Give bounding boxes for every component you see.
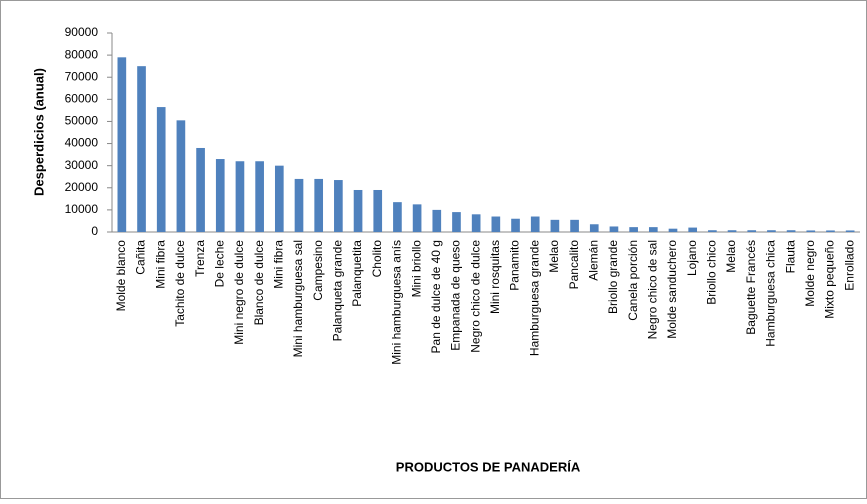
bar [629,227,638,232]
x-tick-label: Blanco de dulce [252,240,266,326]
bar [708,230,717,232]
x-tick-label: Enrollado [842,240,856,291]
x-tick-label: Mini briollo [409,240,423,298]
bar [373,189,383,232]
bar [452,212,461,232]
bar [786,230,796,232]
x-tick-label: Flauta [783,240,797,274]
bar [294,178,304,232]
y-tick-label: 70000 [65,69,99,83]
bar [609,226,619,232]
bar [176,120,186,232]
x-tick-label: Molde negro [803,240,817,307]
bar [550,219,560,232]
x-tick-label: Mini hamburguesa sal [291,240,305,357]
y-tick-label: 90000 [65,25,99,39]
x-tick-label: Lojano [685,240,699,276]
x-tick-label: Negro chico de sal [645,240,659,339]
x-axis-title: PRODUCTOS DE PANADERÍA [396,459,581,474]
y-tick-label: 50000 [65,114,99,128]
bar [215,159,225,232]
bar [767,230,776,232]
x-tick-label: Empanada de queso [449,240,463,351]
bar [806,230,816,232]
x-tick-label: Hamburguesa grande [527,240,541,356]
x-tick-label: Mini rosquitas [488,240,502,314]
bar [196,147,205,232]
x-tick-label: Campesino [311,240,325,301]
bar [668,228,678,232]
x-tick-label: Molde sanduchero [665,240,679,339]
x-tick-label: Briollo chico [705,240,719,305]
y-tick-label: 10000 [65,202,99,216]
x-tick-label: Alemán [586,240,600,281]
bar [471,214,481,232]
x-tick-label: Cañita [134,240,148,275]
bar [353,189,363,232]
x-tick-label: Tachito de dulce [173,240,187,327]
x-tick-label: Molde blanco [114,240,128,312]
bar [156,107,166,232]
y-tick-label: 80000 [65,47,99,61]
bar [648,227,658,232]
bar [530,216,540,232]
y-tick-label: 40000 [65,136,99,150]
x-tick-label: De leche [212,240,226,288]
y-tick-label: 60000 [65,92,99,106]
bar [117,57,127,233]
bar [334,180,343,232]
x-tick-label: Panamito [508,240,522,291]
bar [393,202,402,232]
bar [255,161,264,232]
bar [826,230,835,232]
bar [845,230,855,232]
x-tick-label: Mini negro de dulce [232,240,246,345]
y-tick-label: 0 [91,224,98,238]
bar [570,219,579,232]
bar [491,216,501,232]
bar [137,66,146,233]
x-tick-label: Mini hamburguesa anís [390,240,404,365]
x-tick-label: Pancalito [567,240,581,290]
bar [727,230,737,232]
bar [412,204,422,232]
y-tick-label: 20000 [65,180,99,194]
x-tick-label: Hamburguesa chica [764,240,778,347]
x-tick-label: Baguette Francés [744,240,758,335]
bar [432,209,442,232]
x-tick-label: Pan de dulce de 40 g [429,240,443,353]
x-tick-label: Melao [547,240,561,273]
x-tick-label: Canela porción [626,240,640,321]
x-tick-label: Palanquetita [350,240,364,307]
x-tick-label: Trenza [193,240,207,277]
y-axis-title: Desperdicios (anual) [31,68,46,196]
x-tick-label: Mini fibra [271,240,285,289]
bar [314,178,324,232]
bar [688,227,698,232]
x-tick-label: Cholito [370,240,384,278]
x-tick-label: Briollo grande [606,240,620,314]
y-tick-label: 30000 [65,158,99,172]
bar [589,224,599,232]
x-tick-label: Mixto pequeño [823,240,837,319]
bar [511,218,520,232]
x-tick-label: Negro chico de dulce [468,240,482,353]
bar [274,165,284,232]
x-tick-label: Melao [724,240,738,273]
x-tick-label: Palanqueta grande [331,240,345,342]
bar [747,230,757,232]
x-tick-label: Mini fibra [153,240,167,289]
bar [235,161,245,232]
